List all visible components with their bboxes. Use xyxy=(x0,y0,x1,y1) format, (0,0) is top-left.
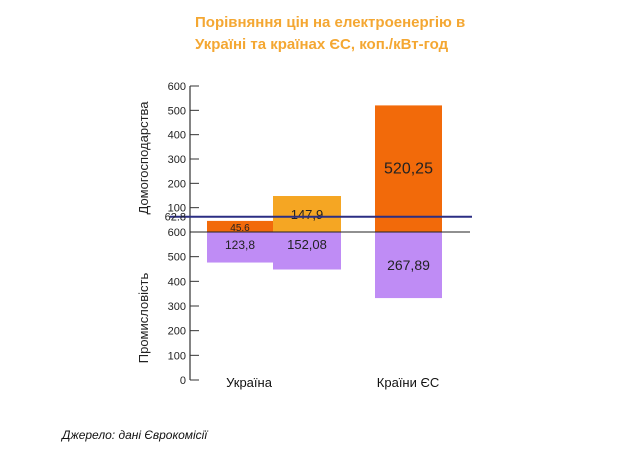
bar-value-label: 147,9 xyxy=(291,207,324,222)
y-tick-label: 400 xyxy=(168,130,186,142)
x-category-label: Україна xyxy=(226,375,273,390)
y-axis-title-upper: Домогосподарства xyxy=(136,101,151,215)
source-note: Джерело: дані Єврокомісії xyxy=(62,428,208,442)
y-tick-label: 200 xyxy=(168,178,186,190)
bar xyxy=(273,196,341,232)
y-axis-title-lower: Промисловість xyxy=(136,273,151,364)
y-tick-label: 100 xyxy=(168,350,186,362)
bar xyxy=(207,232,273,263)
y-tick-label: 300 xyxy=(168,301,186,313)
bar xyxy=(375,105,442,232)
y-tick-label: 600 xyxy=(168,81,186,93)
bar-value-label: 152,08 xyxy=(287,237,327,252)
y-tick-label: 400 xyxy=(168,276,186,288)
y-tick-label: 100 xyxy=(168,203,186,215)
y-tick-label: 300 xyxy=(168,154,186,166)
bar xyxy=(207,220,273,232)
y-tick-label: 500 xyxy=(168,252,186,264)
y-tick-label: 500 xyxy=(168,105,186,117)
bar-value-label: 267,89 xyxy=(387,257,430,273)
bar-value-label: 45.6 xyxy=(230,223,250,234)
y-tick-label: 0 xyxy=(180,375,186,387)
y-tick-label: 200 xyxy=(168,326,186,338)
bar-value-label: 123,8 xyxy=(225,238,255,252)
bar-value-label: 520,25 xyxy=(384,161,433,178)
chart-title-line: Україні та країнах ЄС, коп./кВт-год xyxy=(195,36,449,53)
bar xyxy=(273,232,341,270)
bar xyxy=(375,232,442,299)
chart-title-line: Порівняння цін на електроенергію в xyxy=(195,14,465,31)
x-category-label: Країни ЄС xyxy=(377,375,439,390)
y-tick-label: 600 xyxy=(168,227,186,239)
reference-line-label: 62.8 xyxy=(165,212,186,224)
